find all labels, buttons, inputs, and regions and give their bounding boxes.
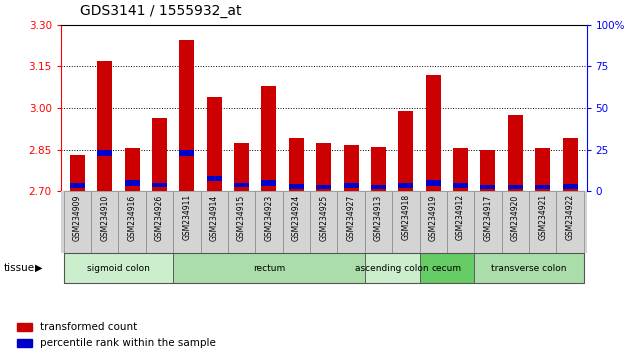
Text: ▶: ▶ [35, 263, 43, 273]
Text: GSM234915: GSM234915 [237, 194, 246, 240]
Bar [283, 191, 310, 253]
Bar [173, 253, 365, 283]
Bar [152, 118, 167, 191]
Text: ascending colon: ascending colon [355, 264, 429, 273]
Bar [502, 191, 529, 253]
Bar [563, 184, 578, 189]
Text: GSM234921: GSM234921 [538, 194, 547, 240]
Bar [529, 191, 556, 253]
Bar [70, 155, 85, 191]
Text: GSM234927: GSM234927 [347, 194, 356, 240]
Bar [398, 111, 413, 191]
Bar [453, 183, 468, 188]
Bar [556, 191, 584, 253]
Bar [262, 86, 276, 191]
Bar [535, 185, 550, 189]
Bar [173, 191, 201, 253]
Bar [119, 191, 146, 253]
Bar [255, 191, 283, 253]
Bar [179, 40, 194, 191]
Text: transverse colon: transverse colon [491, 264, 567, 273]
Bar [234, 143, 249, 191]
Text: GSM234918: GSM234918 [401, 194, 410, 240]
Bar [453, 148, 468, 191]
Bar [447, 191, 474, 253]
Text: GSM234919: GSM234919 [429, 194, 438, 240]
Bar [365, 253, 419, 283]
Text: GSM234911: GSM234911 [182, 194, 191, 240]
Bar [97, 149, 112, 156]
Bar [206, 97, 222, 191]
Bar [234, 183, 249, 187]
Bar [97, 61, 112, 191]
Text: sigmoid colon: sigmoid colon [87, 264, 150, 273]
Bar [310, 191, 337, 253]
Bar [392, 191, 419, 253]
Bar [426, 180, 441, 186]
Text: GSM234917: GSM234917 [483, 194, 492, 240]
Text: GSM234916: GSM234916 [128, 194, 137, 240]
Bar [344, 145, 358, 191]
Bar [289, 138, 304, 191]
Bar [508, 185, 523, 189]
Bar [563, 138, 578, 191]
Bar [419, 253, 474, 283]
Bar [179, 149, 194, 156]
Bar [365, 191, 392, 253]
Text: GSM234925: GSM234925 [319, 194, 328, 240]
Bar [201, 191, 228, 253]
Text: tissue: tissue [3, 263, 35, 273]
Text: GSM234912: GSM234912 [456, 194, 465, 240]
Text: transformed count: transformed count [40, 322, 137, 332]
Text: GSM234913: GSM234913 [374, 194, 383, 240]
Bar [124, 180, 140, 185]
Text: GSM234924: GSM234924 [292, 194, 301, 240]
Bar [481, 185, 495, 189]
Bar [146, 191, 173, 253]
Text: GSM234920: GSM234920 [511, 194, 520, 240]
Bar [228, 191, 255, 253]
Bar [344, 183, 358, 188]
Bar [63, 253, 173, 283]
Text: GSM234914: GSM234914 [210, 194, 219, 240]
Bar [398, 183, 413, 188]
Bar [474, 191, 502, 253]
Bar [17, 323, 32, 331]
Bar [371, 147, 386, 191]
Bar [124, 148, 140, 191]
Text: GSM234923: GSM234923 [265, 194, 274, 240]
Text: GSM234926: GSM234926 [155, 194, 164, 240]
Bar [63, 191, 91, 253]
Bar [508, 115, 523, 191]
Bar [426, 75, 441, 191]
Text: GDS3141 / 1555932_at: GDS3141 / 1555932_at [80, 4, 242, 18]
Bar [70, 183, 85, 188]
Text: percentile rank within the sample: percentile rank within the sample [40, 338, 215, 348]
Text: GSM234922: GSM234922 [565, 194, 574, 240]
Bar [535, 148, 550, 191]
Bar [481, 149, 495, 191]
Bar [262, 180, 276, 185]
Text: GSM234909: GSM234909 [73, 194, 82, 241]
Bar [474, 253, 584, 283]
Bar [316, 143, 331, 191]
Bar [316, 185, 331, 189]
Bar [289, 184, 304, 189]
Text: cecum: cecum [432, 264, 462, 273]
Bar [337, 191, 365, 253]
Bar [17, 339, 32, 347]
Bar [152, 183, 167, 187]
Bar [91, 191, 119, 253]
Text: GSM234910: GSM234910 [100, 194, 109, 240]
Bar [206, 176, 222, 182]
Bar [371, 185, 386, 189]
Text: rectum: rectum [253, 264, 285, 273]
Bar [419, 191, 447, 253]
